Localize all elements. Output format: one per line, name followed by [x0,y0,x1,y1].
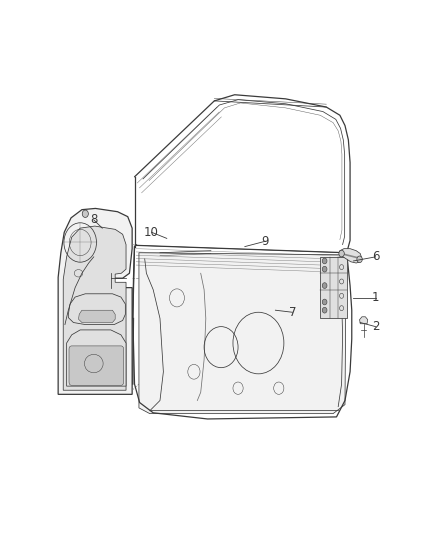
Polygon shape [320,257,346,318]
Polygon shape [58,208,132,394]
Polygon shape [67,330,126,386]
Circle shape [322,258,327,264]
Circle shape [322,266,327,272]
Circle shape [357,256,362,263]
Circle shape [82,210,88,217]
Polygon shape [139,253,346,414]
FancyBboxPatch shape [69,346,124,385]
Circle shape [322,308,327,313]
Polygon shape [63,226,126,390]
Polygon shape [360,317,368,324]
Text: 8: 8 [90,213,98,227]
Text: 6: 6 [372,251,379,263]
Circle shape [339,251,344,257]
Text: 10: 10 [144,226,159,239]
Polygon shape [78,310,115,322]
Polygon shape [68,294,125,325]
Text: 7: 7 [289,306,296,319]
Circle shape [322,282,327,288]
Text: 1: 1 [372,292,379,304]
Text: 2: 2 [372,320,379,333]
Text: 9: 9 [261,235,269,248]
Polygon shape [339,248,362,263]
Circle shape [322,299,327,305]
